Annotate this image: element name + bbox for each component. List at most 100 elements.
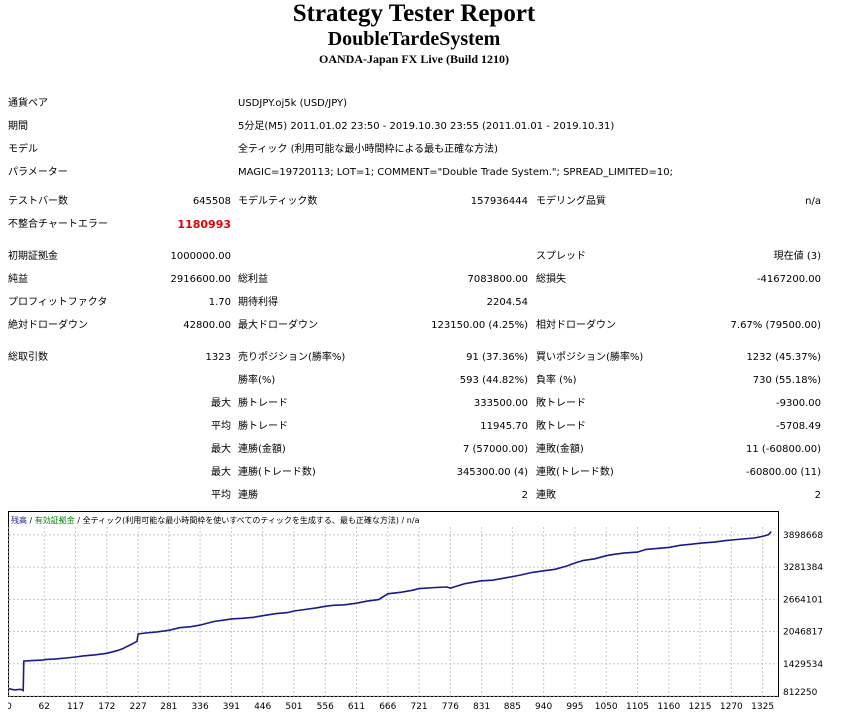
x-tick-label: 940 [535, 702, 552, 712]
y-tick-label: 812250 [783, 688, 818, 698]
period-label: 期間 [8, 121, 28, 132]
x-tick-label: 556 [317, 702, 334, 712]
rel-drawdown-value: 7.67% (79500.00) [730, 320, 821, 331]
cons-win-trades-value: 345300.00 (4) [456, 467, 528, 478]
avg-win-label: 勝トレード [238, 421, 288, 432]
y-tick-label: 2046817 [783, 628, 823, 638]
total-trades-label: 総取引数 [8, 352, 48, 363]
errors-label: 不整合チャートエラー [8, 219, 108, 230]
max-label: 最大 [211, 444, 231, 455]
avg-cons-win-label: 連勝 [238, 490, 258, 501]
balance-line [8, 531, 772, 692]
symbol-label: 通貨ペア [8, 98, 48, 109]
loss-rate-label: 負率 (%) [536, 375, 577, 386]
x-tick-label: 281 [160, 702, 177, 712]
long-positions-value: 1232 (45.37%) [746, 352, 821, 363]
cons-win-money-value: 7 (57000.00) [462, 444, 528, 455]
parameters-value: MAGIC=19720113; LOT=1; COMMENT="Double T… [238, 167, 673, 178]
x-axis: 0 62 117 172 227 281 336 391 446 501 556 611 666 721 7… [8, 702, 774, 712]
profit-factor-label: プロフィットファクタ [8, 297, 108, 308]
cons-loss-trades-value: -60800.00 (11) [745, 467, 821, 478]
gross-loss-label: 総損失 [536, 274, 566, 285]
x-tick-label: 501 [285, 702, 302, 712]
max-drawdown-value: 123150.00 (4.25%) [431, 320, 528, 331]
balance-chart: 残高 / 有効証拠金 / 全ティック(利用可能な最小時間枠を使いすべてのティック… [8, 511, 823, 712]
symbol-value: USDJPY.oj5k (USD/JPY) [238, 98, 348, 109]
profit-factor-value: 1.70 [208, 297, 231, 308]
x-tick-label: 995 [566, 702, 583, 712]
x-tick-label: 1215 [689, 702, 712, 712]
y-axis: 3898668 3281384 2664101 2046817 1429534 81225… [783, 531, 823, 698]
report-title: Strategy Tester Report [292, 0, 536, 27]
y-tick-label: 2664101 [783, 595, 823, 605]
win-rate-value: 593 (44.82%) [459, 375, 528, 386]
model-label: モデル [8, 144, 38, 155]
x-tick-label: 117 [67, 702, 84, 712]
expected-payoff-label: 期待利得 [238, 297, 278, 308]
short-positions-value: 91 (37.36%) [466, 352, 528, 363]
avg-label: 平均 [211, 490, 231, 501]
chart-grid [8, 527, 778, 697]
y-tick-label: 1429534 [783, 660, 823, 670]
abs-drawdown-value: 42800.00 [183, 320, 231, 331]
y-tick-label: 3898668 [783, 531, 823, 541]
spread-value: 現在値 (3) [773, 251, 821, 262]
x-tick-label: 885 [504, 702, 521, 712]
avg-cons-loss-label: 連敗 [536, 490, 556, 501]
period-value: 5分足(M5) 2011.01.02 23:50 - 2019.10.30 23… [238, 121, 615, 132]
avg-win-value: 11945.70 [480, 421, 528, 432]
x-tick-label: 1325 [751, 702, 774, 712]
chart-frame [8, 511, 779, 697]
avg-loss-label: 敗トレード [536, 421, 586, 432]
x-tick-label: 227 [130, 702, 147, 712]
server-name: OANDA-Japan FX Live (Build 1210) [318, 52, 509, 66]
model-value: 全ティック (利用可能な最小時間枠による最も正確な方法) [238, 144, 499, 155]
quality-label: モデリング品質 [536, 196, 606, 207]
net-profit-value: 2916600.00 [170, 274, 231, 285]
cons-loss-money-value: 11 (-60800.00) [745, 444, 821, 455]
x-tick-label: 666 [379, 702, 396, 712]
x-tick-label: 172 [98, 702, 115, 712]
net-profit-label: 純益 [8, 274, 28, 285]
avg-cons-loss-value: 2 [814, 490, 821, 501]
gross-loss-value: -4167200.00 [756, 274, 821, 285]
abs-drawdown-label: 絶対ドローダウン [8, 320, 88, 331]
cons-win-money-label: 連勝(金額) [238, 444, 286, 455]
x-tick-label: 1050 [595, 702, 618, 712]
spread-label: スプレッド [536, 251, 586, 262]
bars-label: テストバー数 [8, 196, 68, 207]
gross-profit-label: 総利益 [238, 274, 268, 285]
largest-win-label: 勝トレード [238, 398, 288, 409]
x-tick-label: 446 [254, 702, 271, 712]
legend-balance: 残高 [11, 515, 27, 525]
legend-quality: n/a [407, 516, 420, 525]
x-tick-label: 1270 [720, 702, 743, 712]
x-tick-label: 1160 [657, 702, 680, 712]
x-tick-label: 776 [442, 702, 459, 712]
x-tick-label: 831 [473, 702, 490, 712]
avg-label: 平均 [211, 421, 231, 432]
loss-rate-value: 730 (55.18%) [752, 375, 821, 386]
bars-value: 645508 [192, 196, 231, 207]
cons-win-trades-label: 連勝(トレード数) [238, 467, 316, 478]
x-tick-label: 336 [192, 702, 209, 712]
parameters-label: パラメーター [8, 167, 68, 178]
quality-value: n/a [805, 196, 821, 207]
total-trades-value: 1323 [205, 352, 231, 363]
x-tick-label: 611 [348, 702, 365, 712]
max-label: 最大 [211, 467, 231, 478]
largest-loss-value: -9300.00 [776, 398, 821, 409]
x-tick-label: 721 [410, 702, 427, 712]
largest-loss-label: 敗トレード [536, 398, 586, 409]
deposit-value: 1000000.00 [170, 251, 231, 262]
deposit-label: 初期証拠金 [8, 251, 58, 262]
win-rate-label: 勝率(%) [238, 375, 276, 386]
rel-drawdown-label: 相対ドローダウン [536, 320, 616, 331]
legend-equity: 有効証拠金 [35, 515, 75, 525]
x-tick-label: 62 [39, 702, 50, 712]
short-positions-label: 売りポジション(勝率%) [238, 352, 346, 363]
y-tick-label: 3281384 [783, 563, 823, 573]
x-tick-label: 0 [8, 702, 12, 712]
largest-win-value: 333500.00 [473, 398, 528, 409]
chart-legend: 残高 / 有効証拠金 / 全ティック(利用可能な最小時間枠を使いすべてのティック… [11, 515, 420, 525]
